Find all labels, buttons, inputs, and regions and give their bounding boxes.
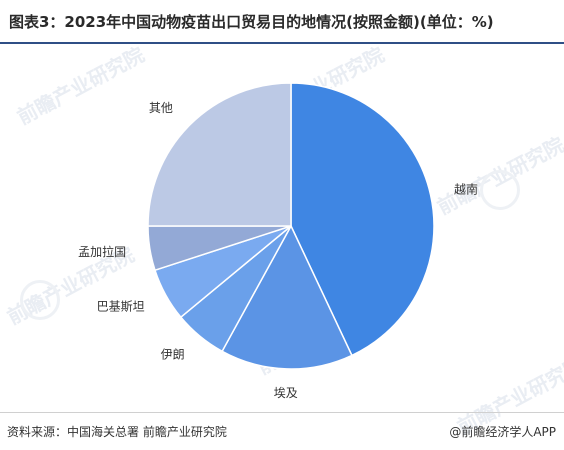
title-divider xyxy=(0,42,564,44)
slice-label: 孟加拉国 xyxy=(78,244,126,259)
watermark-logo xyxy=(20,280,60,320)
slice-label: 伊朗 xyxy=(161,348,185,362)
slice-label: 巴基斯坦 xyxy=(97,300,145,314)
pie-slice xyxy=(221,224,353,370)
brand-note: @前瞻经济学人APP xyxy=(449,425,556,439)
slice-label: 越南 xyxy=(454,182,478,197)
slice-label: 埃及 xyxy=(274,386,298,400)
watermark-logo xyxy=(480,170,520,210)
source-note: 资料来源：中国海关总署 前瞻产业研究院 xyxy=(7,425,227,439)
pie-slice xyxy=(290,82,435,357)
footer-divider xyxy=(0,412,564,413)
slice-label: 其他 xyxy=(149,101,173,115)
chart-title: 图表3：2023年中国动物疫苗出口贸易目的地情况(按照金额)(单位：%) xyxy=(9,13,494,31)
pie-slice xyxy=(147,82,292,227)
